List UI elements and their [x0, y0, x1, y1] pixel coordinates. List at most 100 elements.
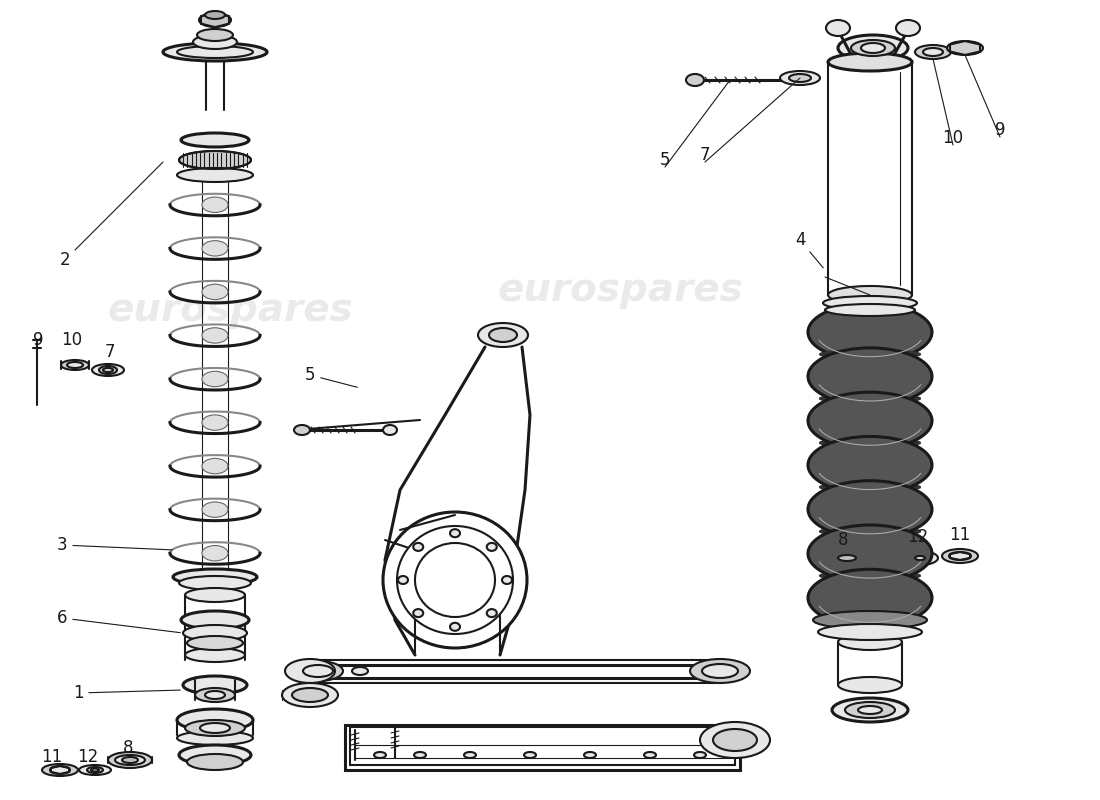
Ellipse shape [92, 364, 124, 376]
Ellipse shape [202, 458, 228, 474]
Ellipse shape [197, 29, 233, 41]
Ellipse shape [808, 303, 932, 361]
Text: 4: 4 [794, 231, 823, 268]
Text: 12: 12 [77, 748, 99, 766]
Ellipse shape [524, 752, 536, 758]
Ellipse shape [79, 765, 111, 775]
Ellipse shape [99, 366, 117, 374]
Ellipse shape [414, 752, 426, 758]
Ellipse shape [820, 548, 874, 568]
Ellipse shape [838, 634, 902, 650]
Ellipse shape [173, 569, 257, 585]
Ellipse shape [820, 350, 920, 358]
Ellipse shape [108, 752, 152, 768]
Text: 7: 7 [700, 146, 711, 164]
Ellipse shape [923, 48, 943, 56]
Ellipse shape [820, 483, 920, 491]
Ellipse shape [179, 151, 251, 169]
Ellipse shape [915, 556, 925, 560]
Ellipse shape [182, 133, 249, 147]
Ellipse shape [838, 35, 908, 61]
Ellipse shape [60, 360, 89, 370]
Ellipse shape [702, 664, 738, 678]
Ellipse shape [851, 40, 895, 56]
Ellipse shape [813, 611, 927, 629]
Ellipse shape [87, 767, 103, 773]
Ellipse shape [177, 168, 253, 182]
Ellipse shape [464, 752, 476, 758]
Ellipse shape [828, 53, 912, 71]
Ellipse shape [915, 45, 952, 59]
Ellipse shape [202, 197, 228, 213]
Ellipse shape [185, 648, 245, 662]
Ellipse shape [826, 20, 850, 36]
Ellipse shape [202, 284, 228, 299]
Ellipse shape [182, 611, 249, 629]
Ellipse shape [177, 731, 253, 745]
Ellipse shape [828, 286, 912, 304]
Ellipse shape [285, 659, 336, 683]
Ellipse shape [199, 13, 231, 27]
Ellipse shape [202, 546, 228, 561]
Text: 3: 3 [57, 536, 173, 554]
Ellipse shape [50, 766, 70, 774]
Ellipse shape [949, 552, 971, 560]
Text: 9: 9 [33, 331, 43, 349]
Ellipse shape [195, 688, 235, 702]
Text: 1: 1 [73, 684, 180, 702]
Ellipse shape [187, 754, 243, 770]
Ellipse shape [808, 570, 932, 626]
Text: 6: 6 [57, 609, 180, 633]
Text: 5: 5 [305, 366, 358, 387]
Ellipse shape [808, 525, 932, 582]
Text: 9: 9 [994, 121, 1005, 139]
Ellipse shape [808, 392, 932, 450]
Ellipse shape [832, 698, 908, 722]
Ellipse shape [902, 551, 938, 565]
Ellipse shape [820, 439, 920, 447]
Ellipse shape [818, 624, 922, 640]
Ellipse shape [910, 554, 930, 562]
Ellipse shape [415, 543, 495, 617]
Ellipse shape [584, 752, 596, 758]
Ellipse shape [780, 71, 820, 85]
Ellipse shape [478, 323, 528, 347]
Ellipse shape [374, 752, 386, 758]
Ellipse shape [293, 661, 343, 681]
Ellipse shape [42, 764, 78, 776]
Ellipse shape [183, 625, 248, 641]
Ellipse shape [202, 371, 228, 386]
Ellipse shape [200, 723, 230, 733]
Ellipse shape [292, 688, 328, 702]
Text: 11: 11 [949, 526, 970, 544]
Text: eurospares: eurospares [497, 271, 742, 309]
Ellipse shape [179, 576, 251, 590]
Ellipse shape [163, 43, 267, 61]
Bar [345, 725, 740, 770]
Ellipse shape [185, 588, 245, 602]
Ellipse shape [808, 481, 932, 538]
Bar [350, 727, 735, 765]
Ellipse shape [187, 636, 243, 650]
Ellipse shape [352, 667, 368, 675]
Ellipse shape [825, 304, 915, 316]
Ellipse shape [694, 752, 706, 758]
Ellipse shape [700, 722, 770, 758]
Ellipse shape [487, 609, 497, 617]
Ellipse shape [183, 676, 248, 694]
Ellipse shape [294, 425, 310, 435]
Ellipse shape [808, 437, 932, 494]
Ellipse shape [820, 527, 920, 535]
Text: 10: 10 [62, 331, 82, 349]
Text: eurospares: eurospares [107, 291, 353, 329]
Ellipse shape [67, 362, 82, 368]
Ellipse shape [103, 368, 113, 372]
Text: 10: 10 [943, 129, 964, 147]
Ellipse shape [450, 530, 460, 538]
Ellipse shape [397, 526, 513, 634]
Ellipse shape [177, 709, 253, 731]
Ellipse shape [282, 683, 338, 707]
Ellipse shape [644, 752, 656, 758]
Ellipse shape [487, 543, 497, 551]
Ellipse shape [122, 757, 138, 763]
